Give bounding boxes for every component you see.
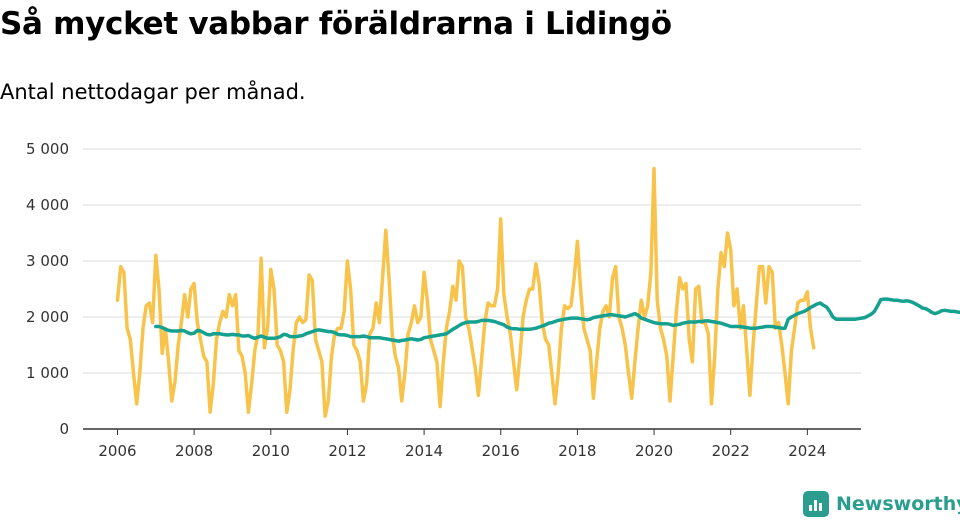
chart-subtitle: Antal nettodagar per månad. [0,80,306,104]
y-tick-label: 1 000 [26,364,69,382]
x-tick-label: 2008 [175,442,213,460]
y-tick-label: 5 000 [26,140,69,158]
bar-chart-icon [803,491,829,517]
x-tick-label: 2018 [558,442,596,460]
trend-series-line [154,297,960,343]
monthly-series-line [115,166,816,418]
y-tick-label: 3 000 [26,252,69,270]
newsworthy-logo: Newsworthy [803,488,960,520]
x-tick-label: 2024 [788,442,826,460]
chart-title: Så mycket vabbar föräldrarna i Lidingö [0,6,672,42]
y-tick-label: 4 000 [26,196,69,214]
x-tick-label: 2010 [252,442,290,460]
x-tick-label: 2016 [482,442,520,460]
y-tick-label: 0 [59,420,69,438]
y-axis: 0 1 000 2 000 3 000 4 000 5 000 [26,140,69,438]
x-tick-label: 2022 [712,442,750,460]
series-lines [115,166,960,418]
x-tick-label: 2014 [405,442,443,460]
x-tick-label: 2020 [635,442,673,460]
y-tick-label: 2 000 [26,308,69,326]
x-axis: 2006 2008 2010 2012 2014 2016 2018 2020 2022 2024 [83,428,861,460]
brand-name: Newsworthy [836,493,960,515]
x-tick-label: 2006 [98,442,136,460]
x-tick-label: 2012 [328,442,366,460]
